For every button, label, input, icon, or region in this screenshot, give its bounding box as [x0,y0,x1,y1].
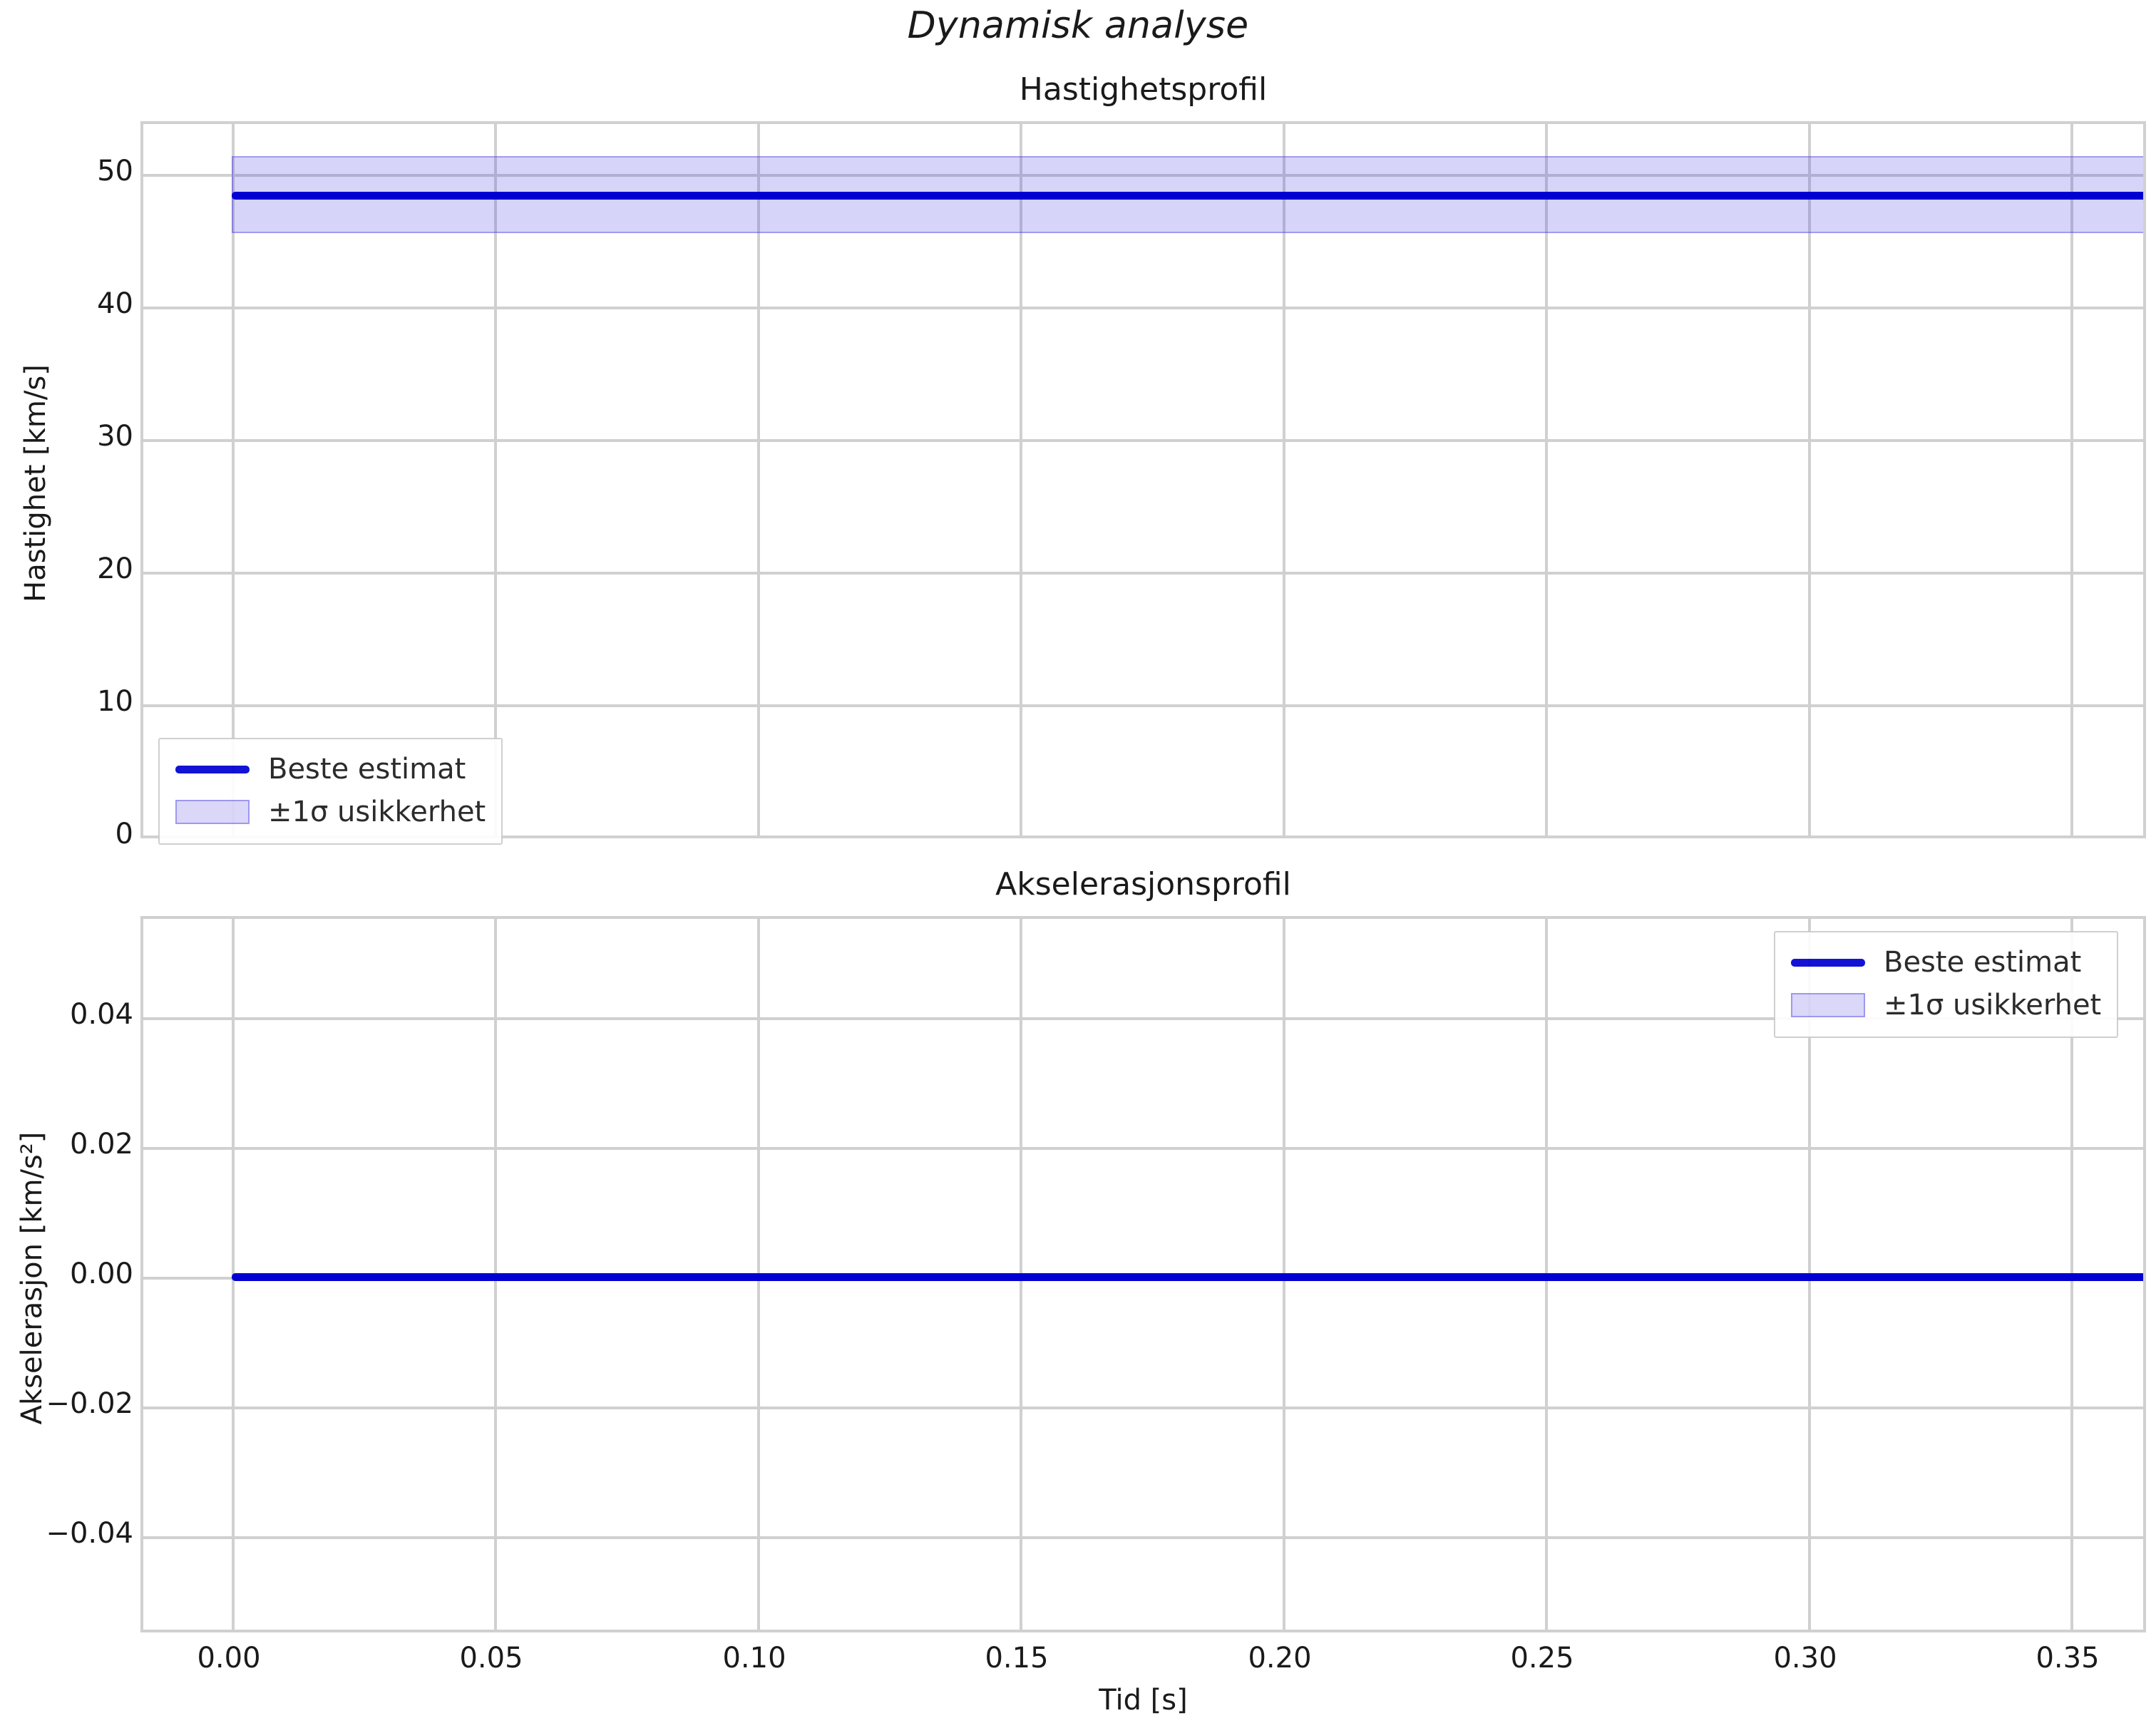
velocity-ytick-0: 0 [115,818,133,850]
velocity-ytick-4: 40 [97,287,133,320]
xtick-3: 0.15 [985,1642,1049,1675]
velocity-gridline-y-20 [143,572,2143,575]
xtick-5: 0.25 [1510,1642,1574,1675]
acceleration-ytick-3: 0.02 [69,1128,133,1161]
acceleration-legend-row-mean: Beste estimat [1788,941,2101,984]
band-swatch-icon [1788,989,1868,1022]
xtick-7: 0.35 [2036,1642,2100,1675]
velocity-ytick-labels: 0 10 20 30 40 50 [12,121,133,850]
velocity-gridline-x-3 [1020,124,1022,835]
velocity-gridline-x-0 [232,124,235,835]
velocity-ytick-1: 10 [97,685,133,718]
velocity-ytick-5: 50 [97,155,133,187]
velocity-plot-area [143,124,2143,835]
velocity-gridline-y-30 [143,439,2143,442]
xtick-1: 0.05 [459,1642,523,1675]
velocity-subplot-title: Hastighetsprofil [1019,71,1268,108]
acceleration-mean-line [232,1273,2143,1281]
band-swatch-icon [173,796,252,828]
velocity-gridline-x-2 [757,124,760,835]
acceleration-gridline-y-p04 [143,1017,2143,1020]
velocity-gridline-y-40 [143,307,2143,309]
velocity-gridline-x-5 [1545,124,1548,835]
shared-xlabel: Tid [s] [1099,1684,1188,1717]
xtick-2: 0.10 [722,1642,786,1675]
line-swatch-icon [173,753,252,786]
velocity-legend-label-band: ±1σ usikkerhet [268,796,486,828]
acceleration-subplot-title: Akselerasjonsprofil [995,866,1291,902]
xtick-0: 0.00 [197,1642,261,1675]
velocity-gridline-x-4 [1283,124,1285,835]
line-swatch-icon [1788,946,1868,979]
acceleration-legend[interactable]: Beste estimat ±1σ usikkerhet [1774,931,2119,1038]
velocity-ytick-3: 30 [97,420,133,453]
figure-suptitle: Dynamisk analyse [907,4,1249,47]
acceleration-ylabel: Akselerasjon [km/s²] [16,1131,48,1425]
velocity-gridline-x-1 [494,124,497,835]
velocity-mean-line [232,192,2143,200]
velocity-ylabel: Hastighet [km/s] [19,364,52,602]
velocity-gridline-y-50 [143,174,2143,177]
acceleration-axes: Beste estimat ±1σ usikkerhet [140,916,2146,1632]
velocity-gridline-y-10 [143,704,2143,707]
acceleration-gridline-y-m02 [143,1406,2143,1409]
acceleration-gridline-y-m04 [143,1536,2143,1539]
velocity-ytick-2: 20 [97,552,133,585]
acceleration-ytick-1: −0.02 [46,1387,133,1420]
acceleration-legend-label-mean: Beste estimat [1884,946,2082,979]
velocity-gridline-x-7 [2070,124,2073,835]
acceleration-legend-label-band: ±1σ usikkerhet [1884,989,2102,1022]
acceleration-gridline-y-p02 [143,1147,2143,1150]
acceleration-ytick-labels: −0.04 −0.02 0.00 0.02 0.04 [0,916,133,1632]
velocity-legend-row-mean: Beste estimat [173,748,486,791]
velocity-legend-row-band: ±1σ usikkerhet [173,791,486,833]
acceleration-ytick-4: 0.04 [69,998,133,1031]
velocity-legend-label-mean: Beste estimat [268,753,466,786]
acceleration-ytick-2: 0.00 [69,1258,133,1290]
velocity-legend[interactable]: Beste estimat ±1σ usikkerhet [158,738,503,845]
velocity-gridline-x-6 [1808,124,1811,835]
acceleration-ytick-0: −0.04 [46,1517,133,1550]
xtick-6: 0.30 [1773,1642,1837,1675]
acceleration-legend-row-band: ±1σ usikkerhet [1788,984,2101,1027]
acceleration-plot-area [143,919,2143,1630]
xtick-4: 0.20 [1248,1642,1312,1675]
velocity-axes: Beste estimat ±1σ usikkerhet [140,121,2146,845]
